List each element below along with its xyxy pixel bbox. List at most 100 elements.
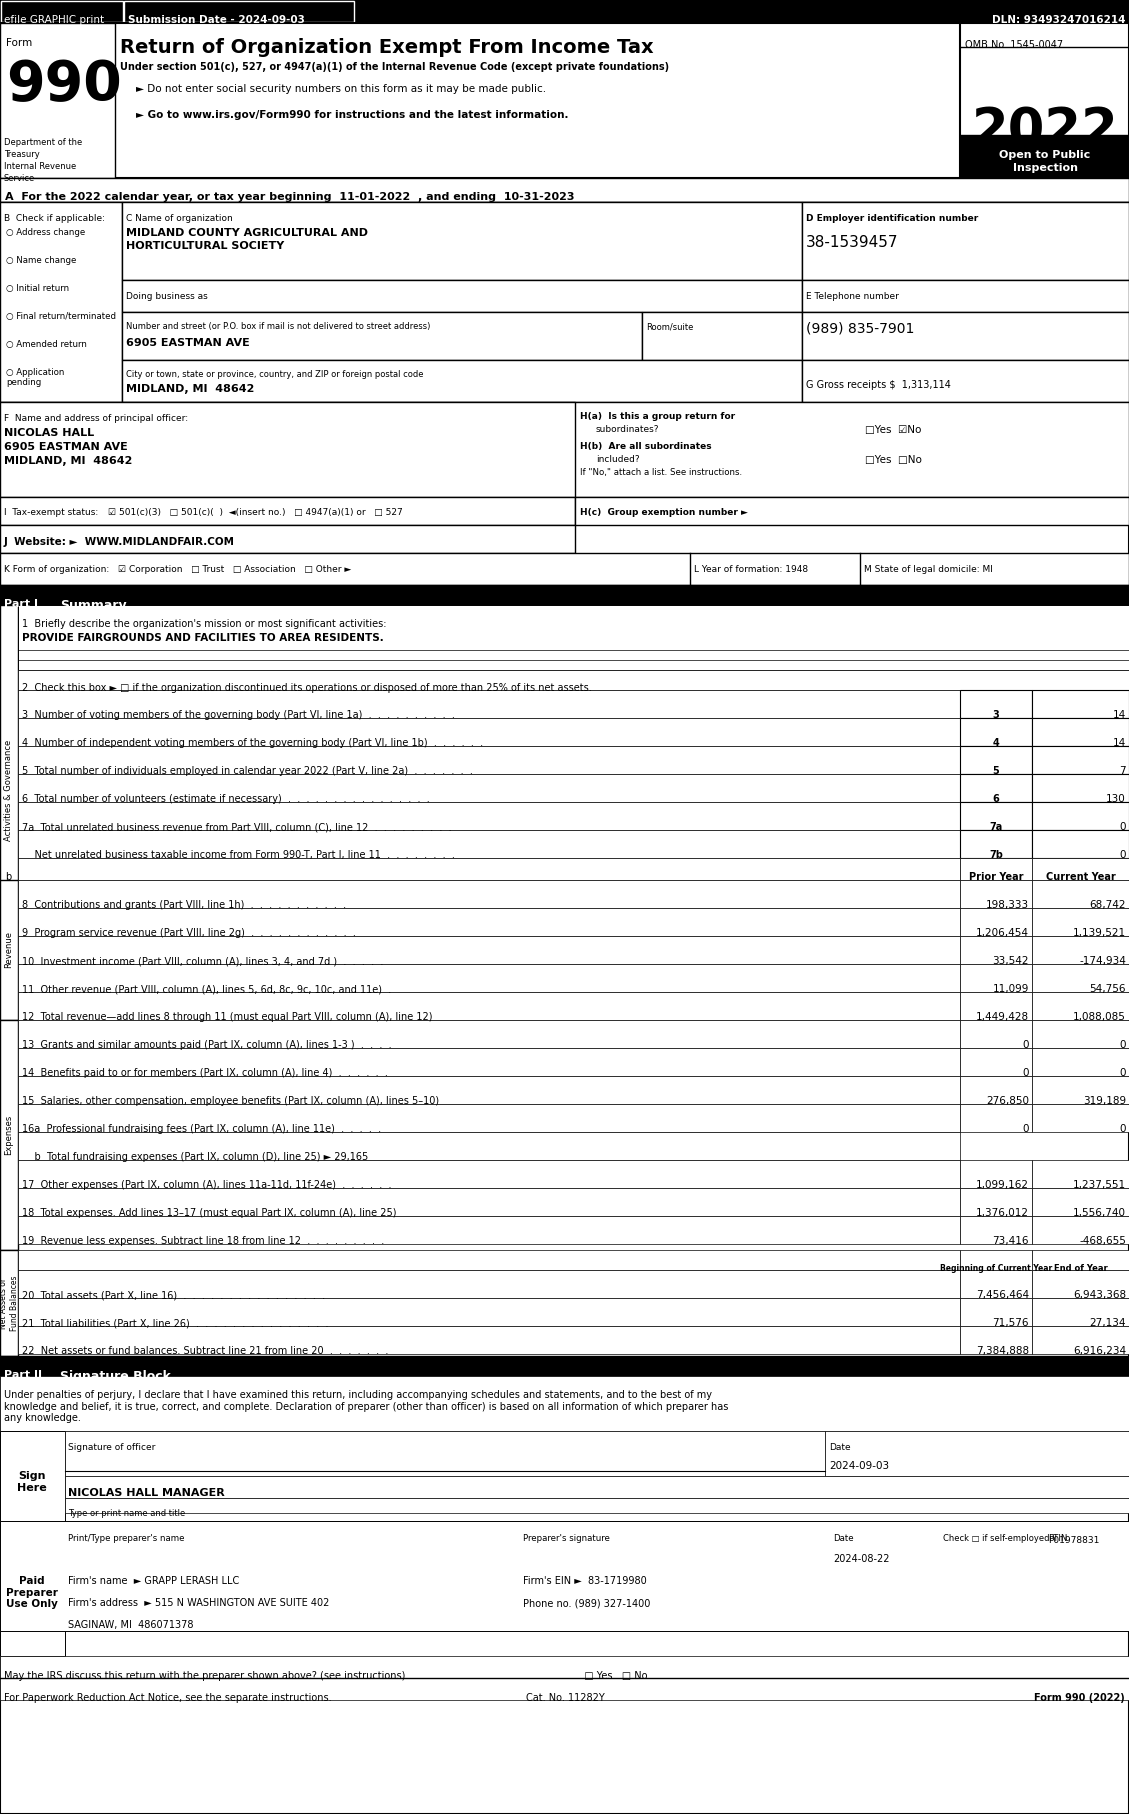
Text: 1,099,162: 1,099,162 — [975, 1179, 1029, 1190]
Text: 3: 3 — [992, 709, 999, 720]
Text: MIDLAND, MI  48642: MIDLAND, MI 48642 — [126, 385, 254, 394]
Bar — [18, 992, 960, 1019]
Bar — [122, 312, 642, 359]
Text: Form: Form — [6, 38, 33, 47]
Bar — [18, 963, 960, 992]
Text: F  Name and address of principal officer:: F Name and address of principal officer: — [5, 414, 189, 423]
Text: 6905 EASTMAN AVE: 6905 EASTMAN AVE — [126, 337, 250, 348]
Bar — [18, 880, 960, 909]
Text: 10  Investment income (Part VIII, column (A), lines 3, 4, and 7d )  .  .  .  .  : 10 Investment income (Part VIII, column … — [21, 956, 384, 967]
Text: 3  Number of voting members of the governing body (Part VI, line 1a)  .  .  .  .: 3 Number of voting members of the govern… — [21, 709, 455, 720]
Text: 7a: 7a — [989, 822, 1003, 833]
Text: B  Check if applicable:: B Check if applicable: — [5, 214, 105, 223]
Bar — [0, 24, 115, 178]
Bar — [18, 718, 960, 746]
Bar — [1032, 1105, 1129, 1132]
Text: MIDLAND COUNTY AGRICULTURAL AND: MIDLAND COUNTY AGRICULTURAL AND — [126, 229, 368, 238]
Text: Submission Date - 2024-09-03: Submission Date - 2024-09-03 — [128, 15, 305, 25]
Text: 130: 130 — [1106, 795, 1126, 804]
Bar — [18, 1048, 960, 1076]
Bar — [1032, 963, 1129, 992]
Bar — [1032, 992, 1129, 1019]
Text: 7,384,888: 7,384,888 — [975, 1346, 1029, 1357]
Text: Beginning of Current Year: Beginning of Current Year — [939, 1264, 1052, 1273]
Text: Date: Date — [829, 1442, 850, 1451]
Bar — [830, 1520, 940, 1538]
Bar — [0, 403, 1129, 497]
Bar — [0, 1250, 18, 1357]
Bar — [18, 1159, 960, 1188]
Bar — [65, 1538, 520, 1562]
Bar — [18, 689, 960, 718]
Bar — [802, 201, 1129, 279]
Text: ○ Application
pending: ○ Application pending — [6, 368, 64, 388]
Bar — [1032, 831, 1129, 858]
Text: 990: 990 — [6, 58, 122, 112]
Text: Sign
Here: Sign Here — [17, 1471, 47, 1493]
Text: 276,850: 276,850 — [986, 1096, 1029, 1107]
Text: 7b: 7b — [989, 851, 1003, 860]
Bar — [0, 24, 1129, 178]
Text: ► Go to www.irs.gov/Form990 for instructions and the latest information.: ► Go to www.irs.gov/Form990 for instruct… — [135, 111, 569, 120]
Text: End of Year: End of Year — [1054, 1264, 1108, 1273]
Text: G Gross receipts $  1,313,114: G Gross receipts $ 1,313,114 — [806, 379, 951, 390]
Text: Inspection: Inspection — [1013, 163, 1077, 172]
Text: -174,934: -174,934 — [1079, 956, 1126, 967]
Text: ☑ Corporation   □ Trust   □ Association   □ Other ►: ☑ Corporation □ Trust □ Association □ Ot… — [119, 564, 351, 573]
Text: b: b — [5, 873, 11, 882]
Text: 9  Program service revenue (Part VIII, line 2g)  .  .  .  .  .  .  .  .  .  .  .: 9 Program service revenue (Part VIII, li… — [21, 929, 356, 938]
Bar — [1032, 1299, 1129, 1326]
Text: P01978831: P01978831 — [1048, 1536, 1100, 1546]
Text: 0: 0 — [1023, 1039, 1029, 1050]
Text: 6: 6 — [992, 795, 999, 804]
Bar — [0, 553, 1129, 584]
Text: Current Year: Current Year — [1047, 873, 1115, 882]
Bar — [960, 1076, 1032, 1105]
Text: L Year of formation: 1948: L Year of formation: 1948 — [694, 564, 808, 573]
Text: □Yes  □No: □Yes □No — [865, 455, 922, 464]
Bar — [18, 1105, 960, 1132]
Text: NICOLAS HALL MANAGER: NICOLAS HALL MANAGER — [68, 1487, 225, 1498]
Text: 6  Total number of volunteers (estimate if necessary)  .  .  .  .  .  .  .  .  .: 6 Total number of volunteers (estimate i… — [21, 795, 430, 804]
Text: included?: included? — [596, 455, 640, 464]
Bar — [940, 1520, 1045, 1538]
Bar — [960, 775, 1032, 802]
Bar — [0, 584, 1129, 606]
Text: (989) 835-7901: (989) 835-7901 — [806, 323, 914, 336]
Text: HORTICULTURAL SOCIETY: HORTICULTURAL SOCIETY — [126, 241, 285, 250]
Bar — [18, 909, 960, 936]
Text: 14: 14 — [1113, 738, 1126, 747]
Text: 7: 7 — [1119, 766, 1126, 776]
Bar — [960, 1019, 1032, 1048]
Text: 1,237,551: 1,237,551 — [1073, 1179, 1126, 1190]
Bar — [960, 1159, 1032, 1188]
Text: DLN: 93493247016214: DLN: 93493247016214 — [991, 15, 1124, 25]
Text: Signature Block: Signature Block — [60, 1370, 170, 1382]
Bar — [18, 606, 1129, 669]
Bar — [18, 1132, 960, 1159]
Bar — [960, 134, 1129, 178]
Text: 14: 14 — [1113, 709, 1126, 720]
Text: 12  Total revenue—add lines 8 through 11 (must equal Part VIII, column (A), line: 12 Total revenue—add lines 8 through 11 … — [21, 1012, 432, 1021]
Text: Expenses: Expenses — [5, 1116, 14, 1156]
Text: 6,943,368: 6,943,368 — [1073, 1290, 1126, 1301]
Bar — [1032, 1076, 1129, 1105]
Bar — [960, 718, 1032, 746]
Bar — [0, 524, 575, 553]
Bar — [575, 497, 1129, 524]
Text: 7a  Total unrelated business revenue from Part VIII, column (C), line 12  .  .  : 7a Total unrelated business revenue from… — [21, 822, 452, 833]
Bar — [960, 24, 1129, 178]
Bar — [960, 746, 1032, 775]
Text: Part I: Part I — [5, 599, 38, 610]
Bar — [1045, 1520, 1129, 1538]
Bar — [18, 1326, 960, 1353]
Bar — [1032, 1250, 1129, 1270]
Text: 6,916,234: 6,916,234 — [1073, 1346, 1126, 1357]
Text: ☑ 501(c)(3)   □ 501(c)(  )  ◄(insert no.)   □ 4947(a)(1) or   □ 527: ☑ 501(c)(3) □ 501(c)( ) ◄(insert no.) □ … — [108, 508, 403, 517]
Text: Net unrelated business taxable income from Form 990-T, Part I, line 11  .  .  . : Net unrelated business taxable income fr… — [21, 851, 455, 860]
Bar — [18, 802, 960, 831]
Bar — [960, 1270, 1032, 1299]
Bar — [1032, 746, 1129, 775]
Text: H(c)  Group exemption number ►: H(c) Group exemption number ► — [580, 508, 747, 517]
Bar — [1032, 802, 1129, 831]
